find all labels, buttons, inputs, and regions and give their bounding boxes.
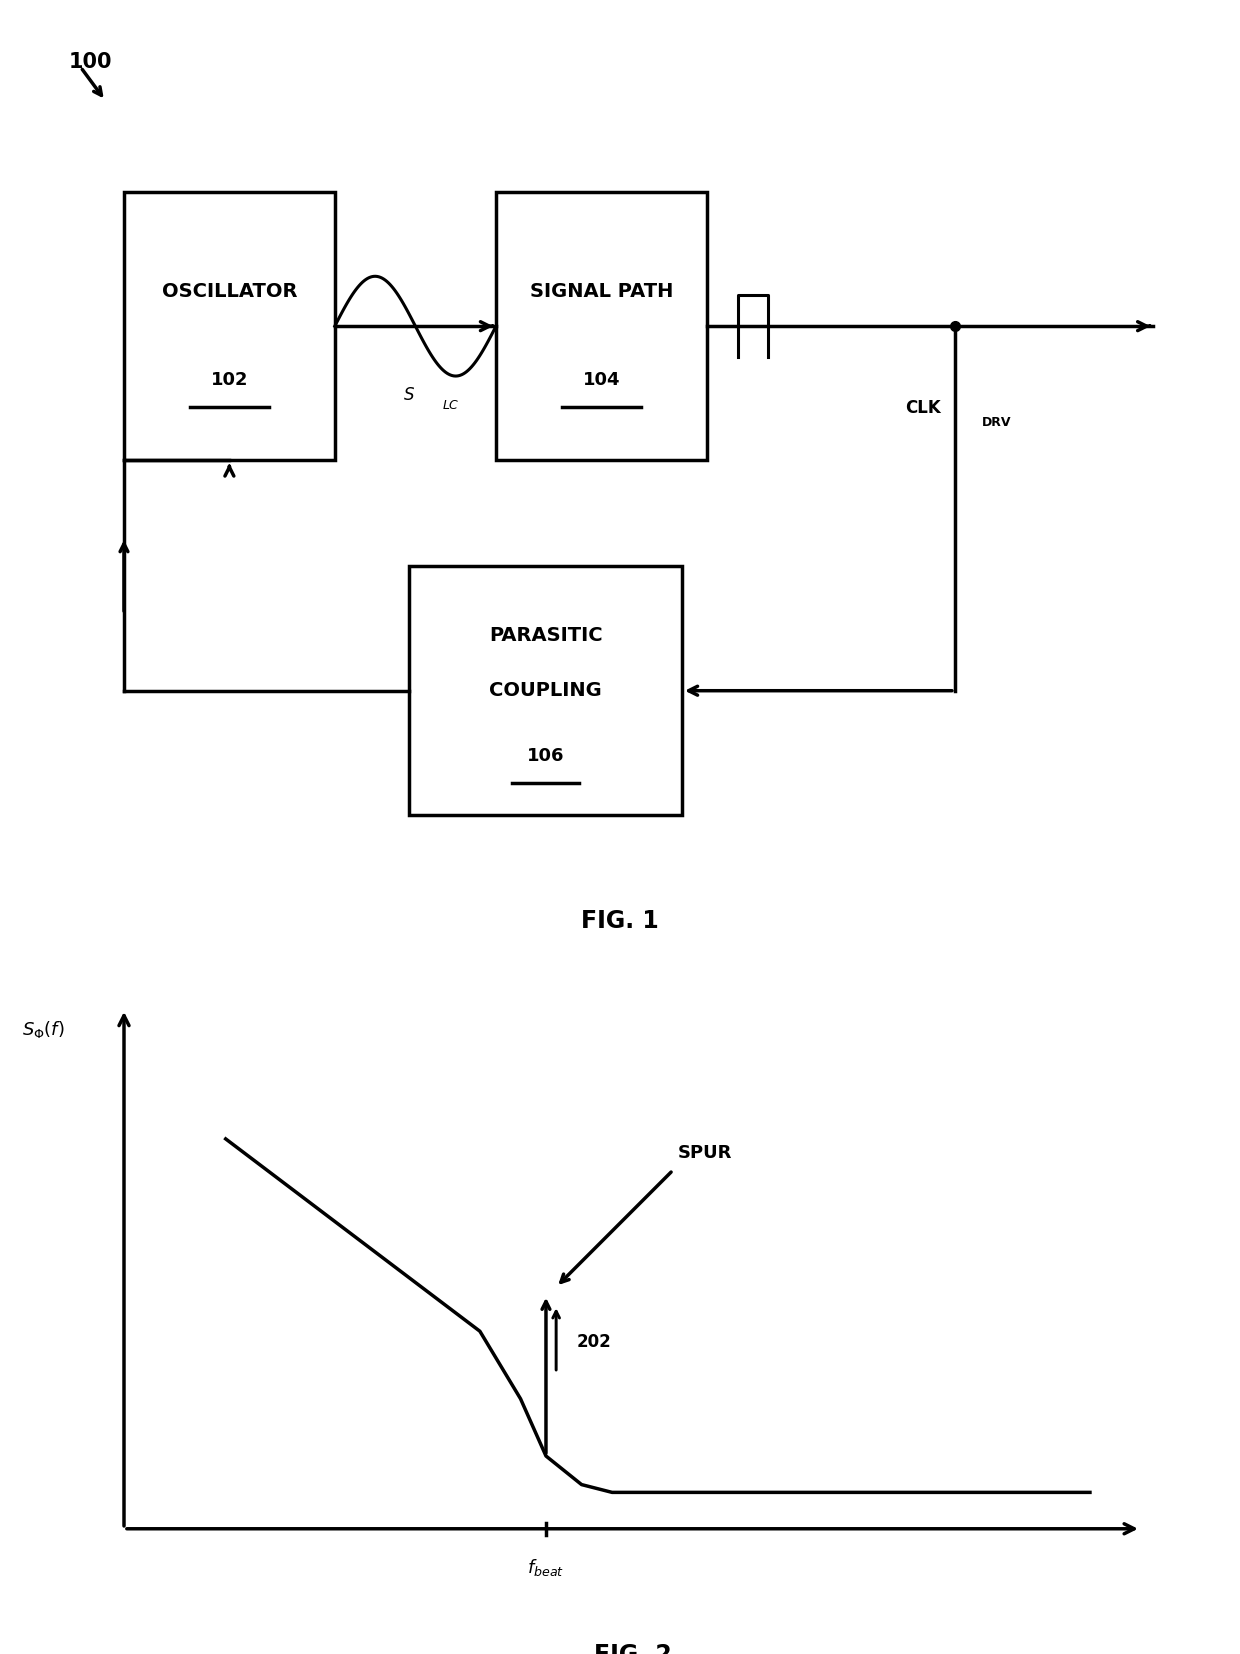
Text: $f_{beat}$: $f_{beat}$: [527, 1558, 564, 1578]
FancyBboxPatch shape: [409, 566, 682, 815]
Text: FIG. 1: FIG. 1: [582, 910, 658, 933]
Text: SIGNAL PATH: SIGNAL PATH: [529, 281, 673, 301]
Text: 100: 100: [68, 53, 112, 73]
Text: FIG. 2: FIG. 2: [594, 1642, 671, 1654]
Text: 202: 202: [577, 1333, 611, 1351]
Text: LC: LC: [443, 399, 458, 412]
Text: 102: 102: [211, 370, 248, 389]
Text: DRV: DRV: [982, 415, 1012, 428]
Text: OSCILLATOR: OSCILLATOR: [161, 281, 298, 301]
Text: $S_{\Phi}(f)$: $S_{\Phi}(f)$: [22, 1019, 64, 1040]
Text: CLK: CLK: [905, 399, 941, 417]
FancyBboxPatch shape: [496, 192, 707, 460]
Text: 104: 104: [583, 370, 620, 389]
Text: COUPLING: COUPLING: [490, 681, 601, 700]
Text: PARASITIC: PARASITIC: [489, 627, 603, 645]
Text: 106: 106: [527, 746, 564, 764]
Text: SPUR: SPUR: [678, 1145, 733, 1163]
Text: S: S: [404, 387, 414, 404]
FancyBboxPatch shape: [124, 192, 335, 460]
